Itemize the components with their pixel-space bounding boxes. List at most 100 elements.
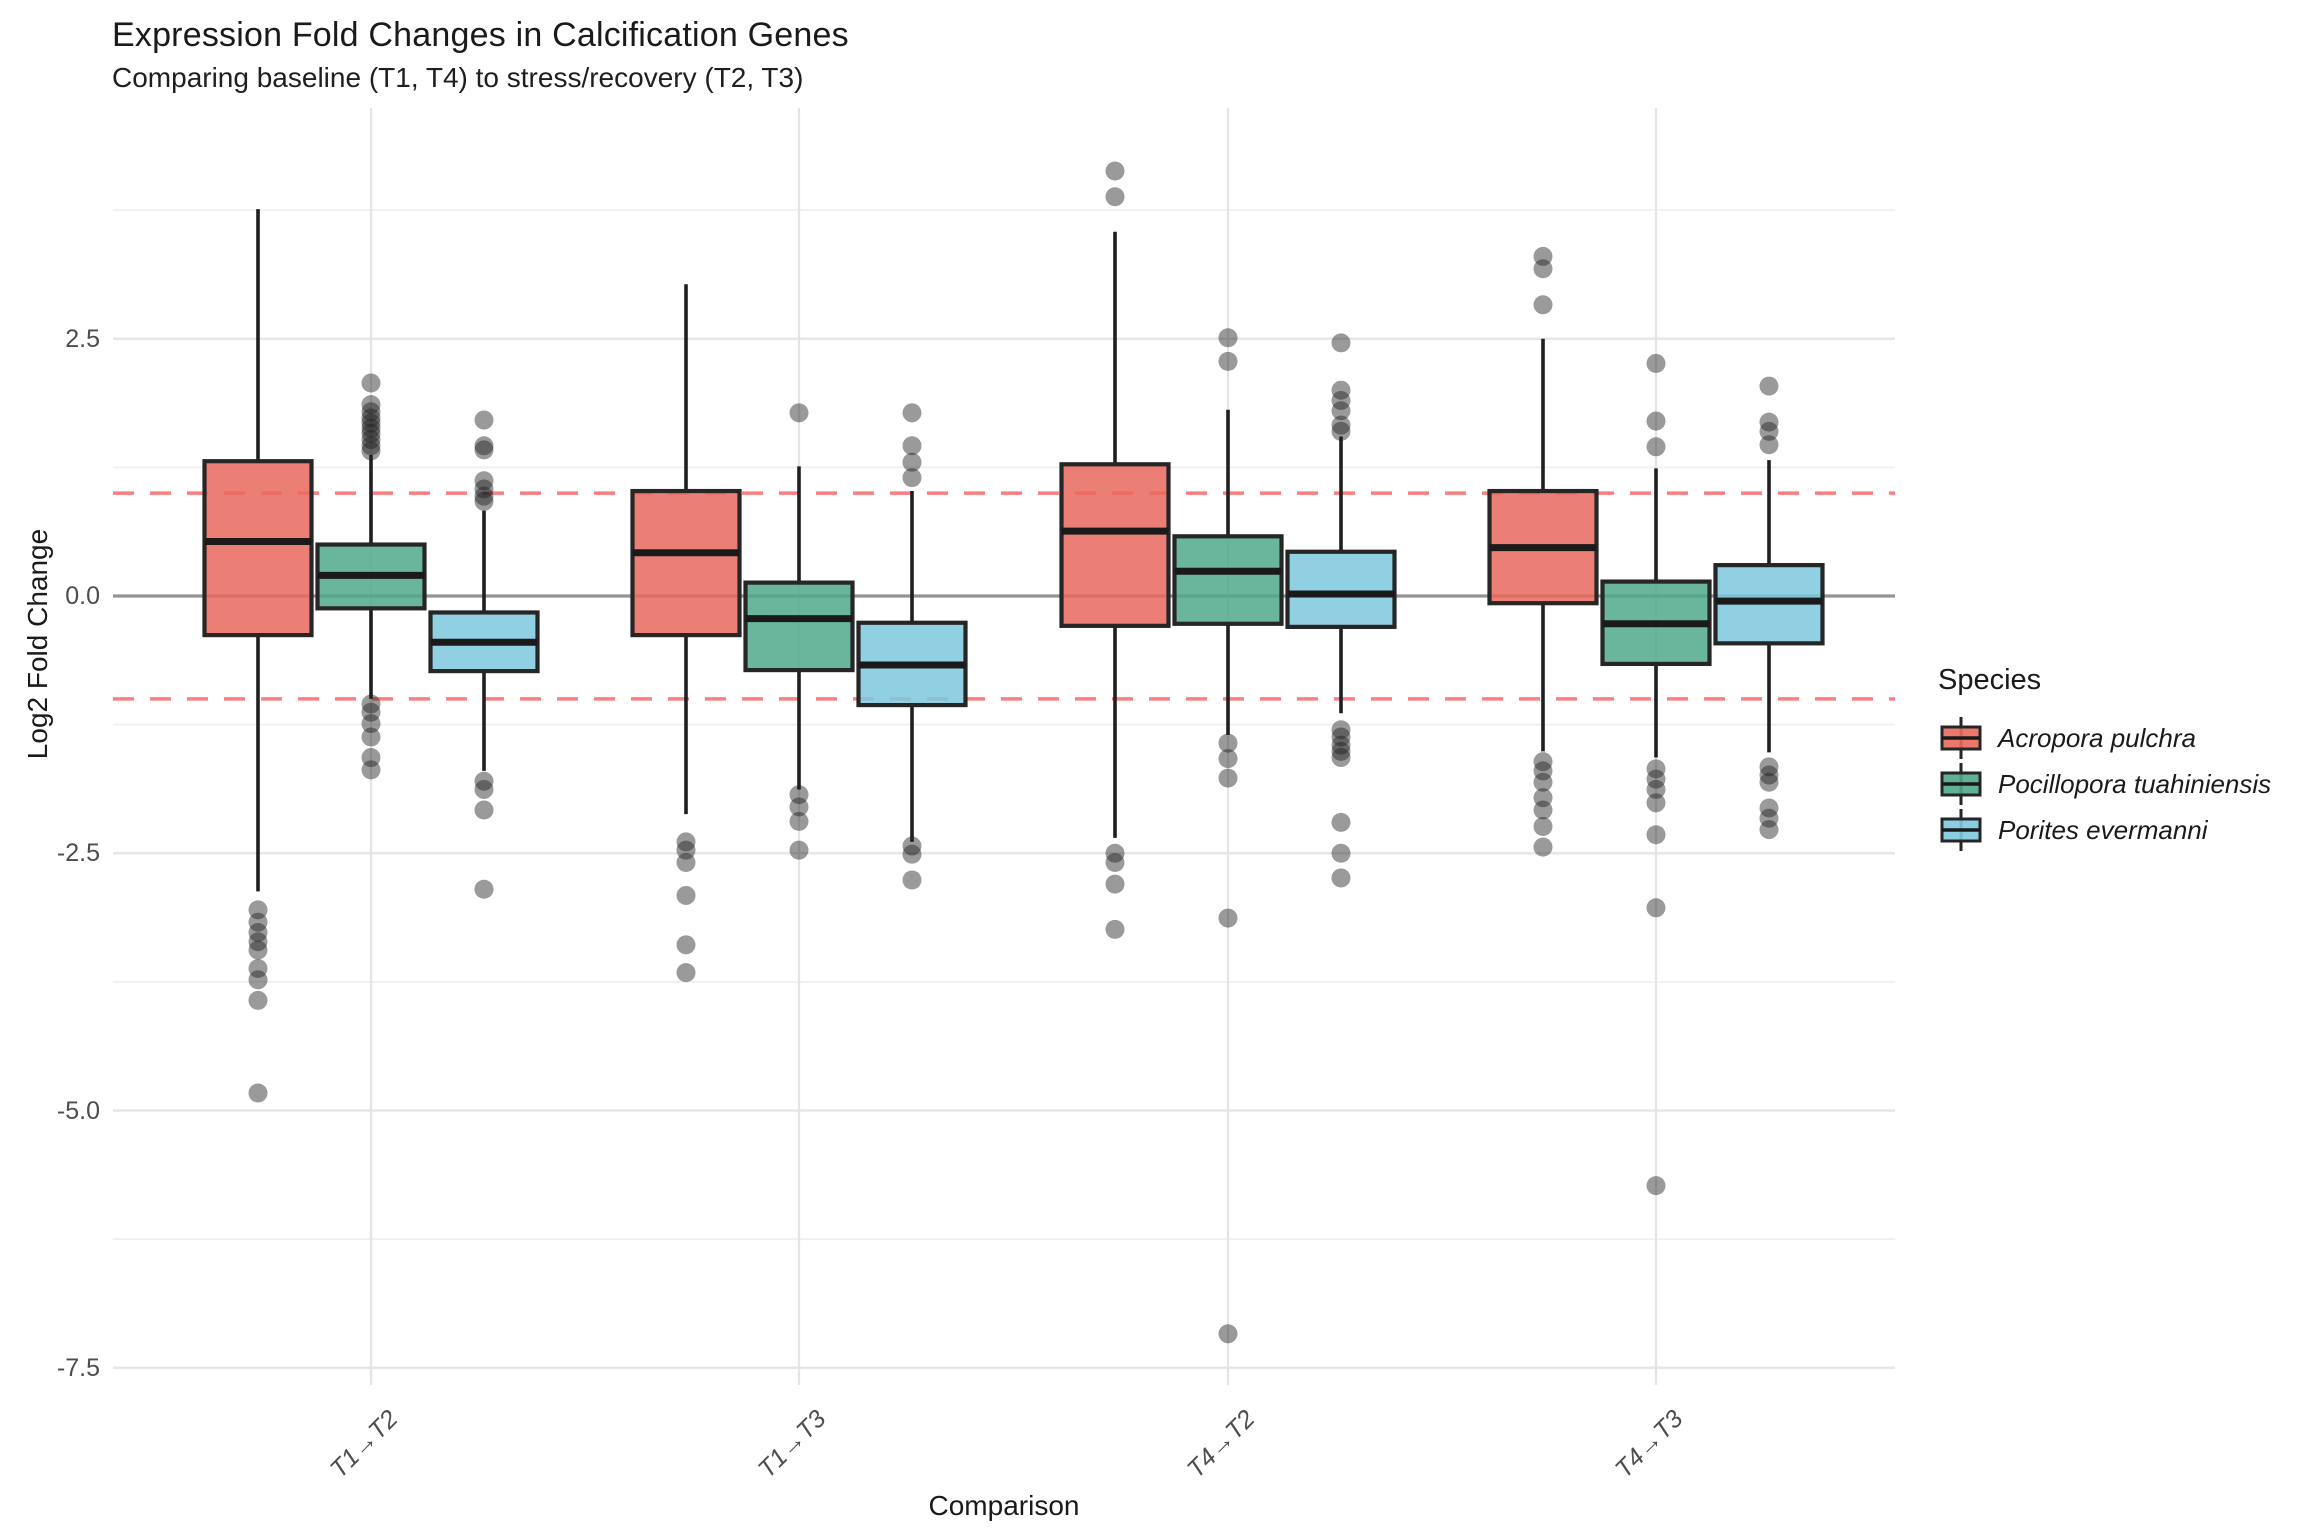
legend-title: Species [1938, 664, 2042, 696]
outlier-point [474, 410, 494, 430]
outlier-point [1331, 380, 1351, 400]
outlier-point [902, 452, 922, 472]
outlier-point [361, 373, 381, 393]
outlier-point [248, 940, 268, 960]
legend-item: Pocillopora tuahiniensis [1938, 761, 2271, 807]
outlier-point [1331, 333, 1351, 353]
outlier-point [474, 471, 494, 491]
outlier-point [248, 990, 268, 1010]
outlier-point [248, 912, 268, 932]
outlier-point [1533, 752, 1553, 772]
outlier-point [789, 811, 809, 831]
outlier-point [248, 1083, 268, 1103]
boxplot-porites-1 [856, 403, 968, 890]
outlier-point [902, 403, 922, 423]
outlier-point [1218, 908, 1238, 928]
outlier-point [1759, 376, 1779, 396]
outlier-point [1533, 816, 1553, 836]
legend-label: Acropora pulchra [1998, 722, 2196, 753]
outlier-point [361, 714, 381, 734]
boxplot-porites-0 [428, 410, 540, 899]
boxplot-acropora-1 [630, 284, 742, 983]
outlier-point [361, 694, 381, 714]
outlier-point [1646, 1176, 1666, 1196]
outlier-point [676, 935, 696, 955]
outlier-point [1759, 421, 1779, 441]
legend-label: Porites evermanni [1998, 814, 2208, 845]
outlier-point [902, 436, 922, 456]
y-tick-label: -7.5 [56, 1353, 100, 1382]
outlier-point [1759, 772, 1779, 792]
outlier-point [1533, 837, 1553, 857]
outlier-point [676, 840, 696, 860]
outlier-point [1533, 772, 1553, 792]
boxplot-porites-3 [1713, 376, 1825, 840]
outlier-point [361, 408, 381, 428]
outlier-point [676, 832, 696, 852]
outlier-point [789, 403, 809, 423]
outlier-point [1331, 748, 1351, 768]
boxplot-pocillopora-1 [743, 403, 855, 860]
outlier-point [902, 870, 922, 890]
y-tick-label: 2.5 [65, 324, 100, 353]
outlier-point [1331, 727, 1351, 747]
outlier-point [474, 440, 494, 460]
outlier-point [676, 853, 696, 873]
outlier-point [1646, 898, 1666, 918]
outlier-point [248, 970, 268, 990]
box [1285, 549, 1397, 629]
legend: Species Acropora pulchra Pocillopora tuah… [1938, 664, 2271, 853]
y-axis-title: Log2 Fold Change [22, 528, 53, 760]
outlier-point [361, 436, 381, 456]
outlier-point [1759, 765, 1779, 785]
outlier-point [1331, 401, 1351, 421]
legend-item: Acropora pulchra [1938, 715, 2271, 761]
outlier-point [361, 760, 381, 780]
y-tick-label: -2.5 [56, 839, 100, 868]
outlier-point [1105, 161, 1125, 181]
y-tick-label: -5.0 [56, 1096, 100, 1125]
outlier-point [789, 785, 809, 805]
outlier-point [1646, 353, 1666, 373]
outlier-point [1759, 798, 1779, 818]
outlier-point [361, 423, 381, 443]
boxplot-pocillopora-3 [1600, 353, 1712, 1196]
outlier-point [474, 486, 494, 506]
y-tick-label: 0.0 [65, 582, 100, 610]
outlier-point [1533, 788, 1553, 808]
outlier-point [1331, 843, 1351, 863]
outlier-point [1331, 812, 1351, 832]
outlier-point [1646, 769, 1666, 789]
outlier-point [1646, 779, 1666, 799]
outlier-point [1105, 843, 1125, 863]
outlier-point [474, 879, 494, 899]
outlier-point [1759, 820, 1779, 840]
outlier-point [1759, 435, 1779, 455]
legend-boxplot-key-icon [1940, 717, 1982, 759]
boxplot-acropora-2 [1059, 161, 1171, 939]
outlier-point [1218, 351, 1238, 371]
outlier-point [902, 468, 922, 488]
outlier-point [789, 797, 809, 817]
legend-item: Porites evermanni [1938, 807, 2271, 853]
outlier-point [474, 800, 494, 820]
outlier-point [1105, 874, 1125, 894]
outlier-point [1331, 735, 1351, 755]
legend-boxplot-key-icon [1940, 763, 1982, 805]
outlier-point [474, 491, 494, 511]
outlier-point [1218, 733, 1238, 753]
outlier-point [1646, 437, 1666, 457]
outlier-point [676, 885, 696, 905]
box [743, 580, 855, 673]
outlier-point [1331, 720, 1351, 740]
outlier-point [1533, 246, 1553, 266]
outlier-point [248, 922, 268, 942]
outlier-point [1218, 328, 1238, 348]
outlier-point [1533, 761, 1553, 781]
boxplot-pocillopora-2 [1172, 328, 1284, 1344]
boxplot-pocillopora-0 [315, 373, 427, 780]
outlier-point [1759, 757, 1779, 777]
outlier-point [1331, 390, 1351, 410]
box [1172, 534, 1284, 626]
